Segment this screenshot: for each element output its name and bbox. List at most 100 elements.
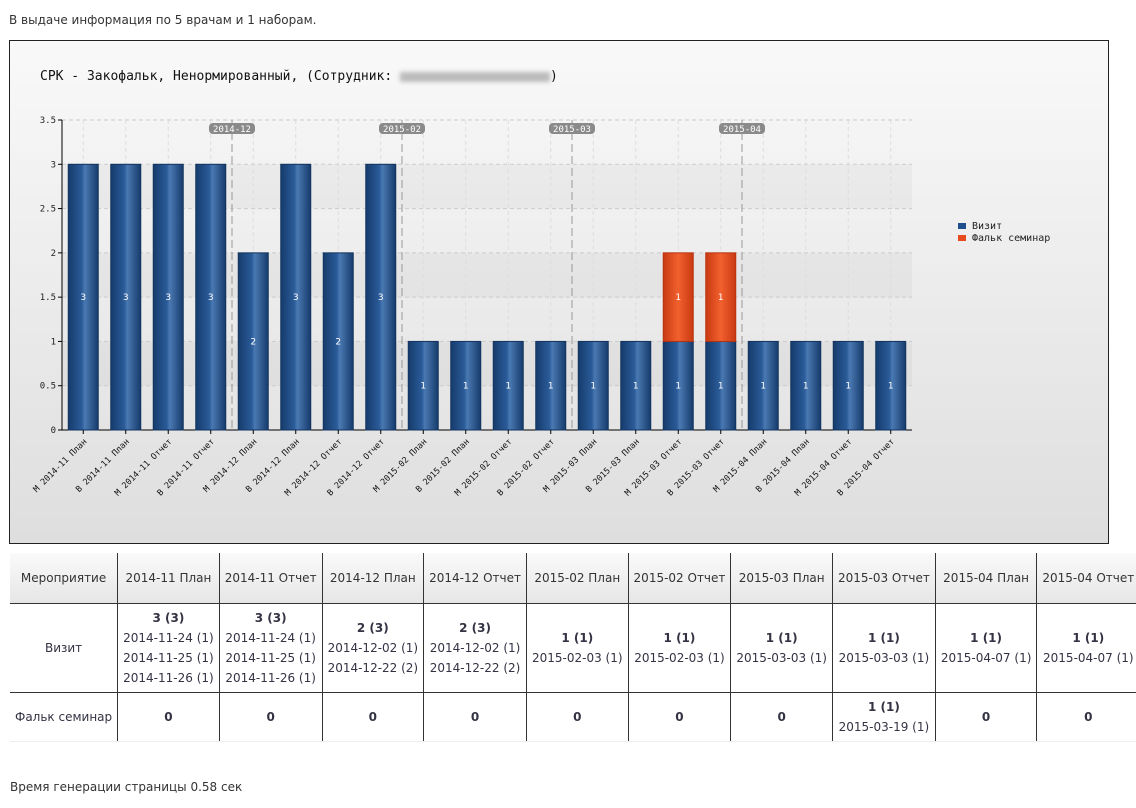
cell-total: 0 — [266, 710, 275, 724]
table-cell: 0 — [935, 692, 1038, 742]
info-text: В выдаче информация по 5 врачам и 1 набо… — [9, 13, 317, 27]
cell-date: 2015-03-19 (1) — [838, 720, 930, 734]
bar-visit — [237, 252, 269, 431]
table-cell: 0 — [117, 692, 220, 742]
cell-date: 2014-12-02 (1) — [327, 641, 419, 655]
bar-visit — [790, 340, 822, 431]
cell-date: 2014-12-02 (1) — [429, 641, 521, 655]
bar-value-label: 3 — [165, 293, 171, 303]
table-cell: 1 (1) 2015-04-07 (1) — [935, 603, 1038, 693]
bar-value-label: 1 — [590, 382, 596, 392]
y-tick-label: 1.5 — [40, 293, 56, 303]
cell-total: 1 (1) — [561, 631, 594, 645]
bar-value-label: 1 — [888, 382, 894, 392]
cell-date: 2015-02-03 (1) — [634, 651, 725, 665]
bar-value-label: 3 — [80, 293, 86, 303]
bar-value-label: 1 — [675, 382, 681, 392]
bar-visit — [705, 340, 737, 431]
chart-title: СРК - Закофальк, Ненормированный, (Сотру… — [40, 69, 558, 84]
bar-visit — [195, 163, 227, 431]
legend-swatch — [958, 223, 966, 229]
cell-total: 2 (3) — [356, 621, 389, 635]
bar-visit — [492, 340, 524, 431]
cell-total: 0 — [981, 710, 991, 724]
bar-value-label: 1 — [760, 382, 766, 392]
legend-item-seminar: Фальк семинар — [958, 232, 1050, 244]
bar-value-label: 3 — [293, 293, 299, 303]
grid-band — [62, 341, 912, 385]
table-cell: 0 — [526, 692, 629, 742]
bar-falk-seminar — [662, 252, 694, 342]
bar-value-label: 1 — [633, 382, 639, 392]
bar-value-label: 1 — [505, 382, 511, 392]
y-tick-label: 0.5 — [40, 382, 56, 392]
period-marker-badge — [719, 123, 765, 134]
cell-date: 2015-04-07 (1) — [940, 651, 1032, 665]
bar-value-label: 1 — [718, 293, 724, 303]
bar-value-label: 1 — [803, 382, 809, 392]
table-cell: 1 (1) 2015-03-03 (1) — [832, 603, 936, 693]
table-cell: 1 (1) 2015-03-19 (1) — [832, 692, 936, 742]
bar-value-label: 3 — [123, 293, 129, 303]
cell-total: 1 (1) — [867, 631, 900, 645]
period-marker-badge — [379, 123, 425, 134]
bar-value-label: 1 — [845, 382, 851, 392]
cell-date: 2015-03-03 (1) — [838, 651, 930, 665]
results-table: Мероприятие 2014-11 План 2014-11 Отчет 2014… — [10, 553, 1136, 742]
bar-value-label: 3 — [208, 293, 214, 303]
table-cell: 0 — [219, 692, 323, 742]
column-header: 2015-02 План — [526, 553, 629, 604]
cell-date: 2015-02-03 (1) — [531, 651, 623, 665]
y-tick-label: 0 — [51, 426, 56, 436]
table-cell: 0 — [423, 692, 527, 742]
table-cell: 2 (3) 2014-12-02 (1) 2014-12-22 (2) — [322, 603, 425, 693]
period-marker-label: 2015-04 — [723, 125, 761, 135]
table-header-row: Мероприятие 2014-11 План 2014-11 Отчет 2014… — [10, 553, 1136, 604]
chart-legend: Визит Фальк семинар — [958, 220, 1050, 244]
cell-total: 0 — [470, 710, 480, 724]
table-cell: 0 — [730, 692, 833, 742]
column-header: 2014-12 Отчет — [423, 553, 527, 604]
cell-total: 3 (3) — [254, 611, 287, 625]
chart-panel: 0 0.5 1 1.5 2 2.5 3 3.5 2014-12 2015-02 2015-03 201… — [9, 40, 1109, 544]
legend-swatch — [958, 235, 966, 241]
column-header: 2015-02 Отчет — [628, 553, 732, 604]
period-marker-label: 2015-03 — [553, 125, 591, 135]
period-marker-badge — [209, 123, 255, 134]
blurred-employee-name — [400, 71, 551, 82]
bar-value-label: 2 — [250, 337, 256, 347]
table-cell: 0 — [1036, 692, 1136, 742]
bar-value-label: 1 — [718, 382, 724, 392]
cell-date: 2015-03-03 (1) — [736, 651, 827, 665]
cell-total: 1 (1) — [867, 700, 900, 714]
cell-date: 2014-11-24 (1) — [225, 631, 316, 645]
cell-total: 2 (3) — [459, 621, 491, 635]
cell-date: 2014-11-26 (1) — [225, 671, 316, 685]
cell-date: 2014-11-26 (1) — [123, 671, 214, 685]
column-header: 2014-11 Отчет — [219, 553, 323, 604]
bar-value-label: 2 — [335, 337, 341, 347]
row-label: Фальк семинар — [10, 692, 119, 742]
cell-date: 2014-11-24 (1) — [123, 631, 214, 645]
cell-date: 2015-04-07 (1) — [1043, 651, 1134, 665]
grid-band — [62, 164, 912, 208]
cell-total: 0 — [675, 710, 684, 724]
cell-date: 2014-11-25 (1) — [225, 651, 316, 665]
y-tick-label: 1 — [51, 337, 56, 347]
period-marker-badge — [549, 123, 595, 134]
table-cell: 3 (3) 2014-11-24 (1) 2014-11-25 (1) 2014-11… — [117, 603, 220, 693]
chart-title-text: СРК - Закофальк, Ненормированный, (Сотру… — [40, 69, 401, 84]
cell-total: 1 (1) — [1072, 631, 1105, 645]
chart-title-end: ) — [550, 69, 558, 84]
cell-total: 0 — [777, 710, 786, 724]
cell-total: 1 (1) — [663, 631, 696, 645]
cell-total: 0 — [573, 710, 582, 724]
legend-label: Фальк семинар — [972, 232, 1051, 244]
bar-visit — [832, 340, 864, 431]
cell-date: 2014-11-25 (1) — [123, 651, 214, 665]
cell-total: 3 (3) — [152, 611, 185, 625]
column-header: 2015-04 Отчет — [1036, 553, 1136, 604]
bar-falk-seminar — [705, 252, 737, 342]
bar-visit — [620, 340, 652, 431]
y-tick-label: 3 — [51, 160, 56, 170]
